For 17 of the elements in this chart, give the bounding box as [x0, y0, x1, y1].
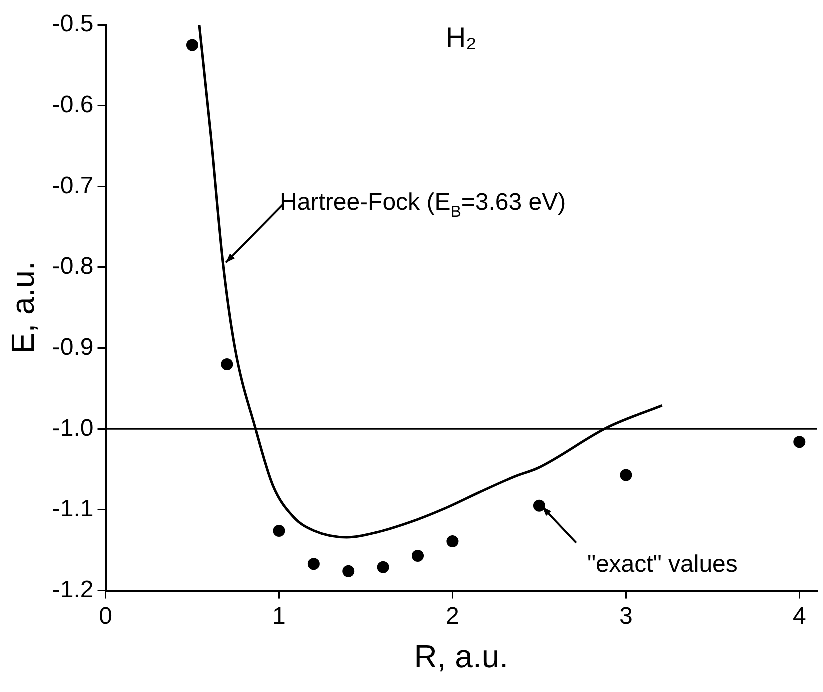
x-tick-label: 1 [272, 602, 286, 630]
x-tick-label: 4 [792, 602, 806, 630]
y-tick-label: -1.0 [52, 414, 94, 442]
annotation: "exact" values [587, 550, 738, 578]
y-tick-label: -0.8 [52, 253, 94, 280]
x-axis-title: R, a.u. [414, 638, 509, 675]
y-tick-label: -0.6 [52, 91, 94, 118]
x-tick-label: 0 [99, 602, 112, 630]
y-tick-label: -0.9 [52, 334, 94, 361]
y-tick-label: -0.5 [52, 10, 94, 38]
y-tick-label: -1.2 [52, 576, 94, 604]
x-tick-label: 3 [620, 602, 633, 630]
x-tick-label: 2 [446, 602, 460, 630]
y-tick-label: -0.7 [52, 172, 94, 200]
y-axis-title: E, a.u. [5, 262, 42, 354]
chart-title: H₂ [446, 22, 477, 53]
y-tick-label: -1.1 [52, 496, 94, 523]
